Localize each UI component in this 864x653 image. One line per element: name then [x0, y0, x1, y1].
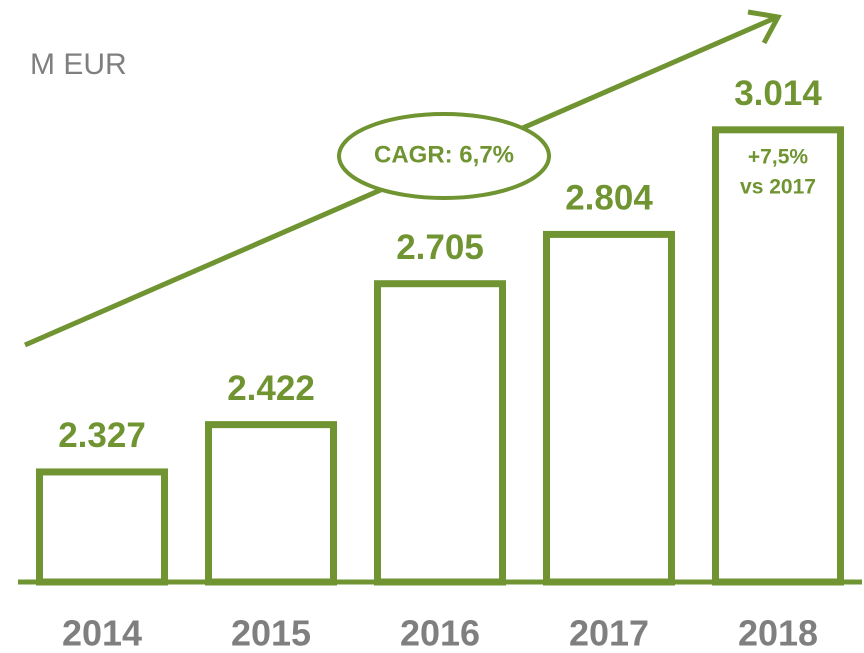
value-label: 2.422 — [227, 369, 315, 408]
cagr-ellipse — [337, 112, 551, 200]
growth-label: +7,5% — [748, 145, 808, 168]
growth-label: vs 2017 — [740, 175, 816, 198]
bar — [374, 280, 506, 586]
bar — [36, 468, 168, 586]
value-label: 2.705 — [396, 228, 484, 267]
arrow-head — [747, 9, 782, 45]
bar — [543, 230, 675, 586]
x-tick-label: 2016 — [400, 613, 480, 653]
value-label: 3.014 — [734, 74, 822, 113]
x-tick-label: 2018 — [738, 613, 818, 653]
value-label: 2.327 — [58, 416, 146, 455]
x-tick-label: 2015 — [231, 613, 311, 653]
unit-label: M EUR — [30, 48, 127, 81]
cagr-label: CAGR: 6,7% — [374, 141, 514, 168]
x-tick-label: 2017 — [569, 613, 649, 653]
value-label: 2.804 — [565, 179, 653, 218]
bar — [205, 421, 337, 586]
x-tick-label: 2014 — [62, 613, 142, 653]
bar — [712, 126, 844, 586]
